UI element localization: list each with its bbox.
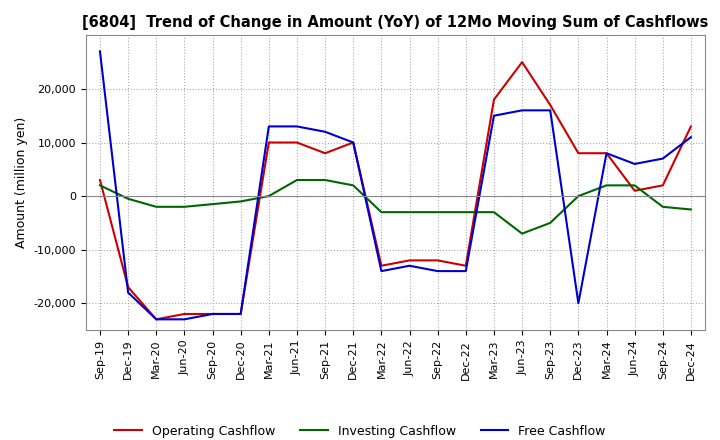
Operating Cashflow: [292, 140, 301, 145]
Operating Cashflow: [208, 312, 217, 317]
Operating Cashflow: [321, 150, 330, 156]
Investing Cashflow: [602, 183, 611, 188]
Operating Cashflow: [546, 103, 554, 108]
Operating Cashflow: [630, 188, 639, 193]
Investing Cashflow: [180, 204, 189, 209]
Free Cashflow: [518, 108, 526, 113]
Investing Cashflow: [292, 177, 301, 183]
Investing Cashflow: [462, 209, 470, 215]
Investing Cashflow: [630, 183, 639, 188]
Free Cashflow: [630, 161, 639, 167]
Investing Cashflow: [264, 194, 273, 199]
Free Cashflow: [152, 317, 161, 322]
Free Cashflow: [659, 156, 667, 161]
Free Cashflow: [208, 312, 217, 317]
Free Cashflow: [180, 317, 189, 322]
Operating Cashflow: [180, 312, 189, 317]
Y-axis label: Amount (million yen): Amount (million yen): [15, 117, 28, 248]
Operating Cashflow: [659, 183, 667, 188]
Free Cashflow: [462, 268, 470, 274]
Investing Cashflow: [405, 209, 414, 215]
Operating Cashflow: [405, 258, 414, 263]
Free Cashflow: [377, 268, 386, 274]
Investing Cashflow: [124, 196, 132, 202]
Free Cashflow: [602, 150, 611, 156]
Free Cashflow: [124, 290, 132, 295]
Free Cashflow: [687, 135, 696, 140]
Operating Cashflow: [574, 150, 582, 156]
Title: [6804]  Trend of Change in Amount (YoY) of 12Mo Moving Sum of Cashflows: [6804] Trend of Change in Amount (YoY) o…: [82, 15, 708, 30]
Free Cashflow: [96, 49, 104, 54]
Free Cashflow: [574, 301, 582, 306]
Operating Cashflow: [602, 150, 611, 156]
Legend: Operating Cashflow, Investing Cashflow, Free Cashflow: Operating Cashflow, Investing Cashflow, …: [109, 420, 611, 440]
Operating Cashflow: [236, 312, 245, 317]
Free Cashflow: [405, 263, 414, 268]
Free Cashflow: [321, 129, 330, 135]
Investing Cashflow: [152, 204, 161, 209]
Free Cashflow: [292, 124, 301, 129]
Investing Cashflow: [546, 220, 554, 226]
Investing Cashflow: [433, 209, 442, 215]
Investing Cashflow: [349, 183, 358, 188]
Investing Cashflow: [236, 199, 245, 204]
Operating Cashflow: [433, 258, 442, 263]
Investing Cashflow: [687, 207, 696, 212]
Free Cashflow: [264, 124, 273, 129]
Operating Cashflow: [349, 140, 358, 145]
Free Cashflow: [546, 108, 554, 113]
Investing Cashflow: [659, 204, 667, 209]
Operating Cashflow: [490, 97, 498, 102]
Investing Cashflow: [377, 209, 386, 215]
Free Cashflow: [490, 113, 498, 118]
Investing Cashflow: [490, 209, 498, 215]
Operating Cashflow: [264, 140, 273, 145]
Operating Cashflow: [124, 285, 132, 290]
Investing Cashflow: [574, 194, 582, 199]
Operating Cashflow: [377, 263, 386, 268]
Free Cashflow: [236, 312, 245, 317]
Line: Investing Cashflow: Investing Cashflow: [100, 180, 691, 234]
Free Cashflow: [433, 268, 442, 274]
Operating Cashflow: [152, 317, 161, 322]
Operating Cashflow: [96, 177, 104, 183]
Investing Cashflow: [321, 177, 330, 183]
Line: Operating Cashflow: Operating Cashflow: [100, 62, 691, 319]
Investing Cashflow: [518, 231, 526, 236]
Operating Cashflow: [687, 124, 696, 129]
Free Cashflow: [349, 140, 358, 145]
Investing Cashflow: [96, 183, 104, 188]
Investing Cashflow: [208, 202, 217, 207]
Line: Free Cashflow: Free Cashflow: [100, 51, 691, 319]
Operating Cashflow: [518, 59, 526, 65]
Operating Cashflow: [462, 263, 470, 268]
